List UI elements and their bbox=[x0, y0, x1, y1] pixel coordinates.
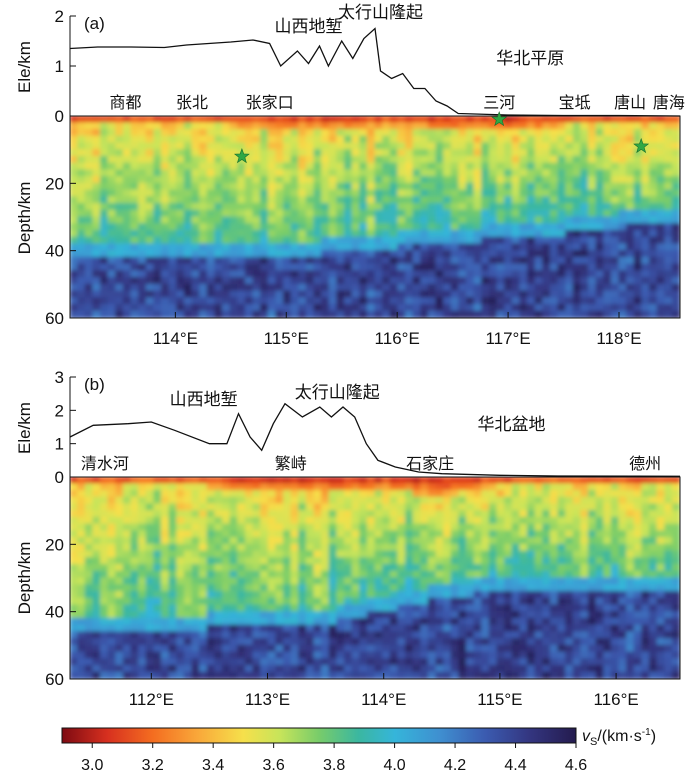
elevation-tick-label: 2 bbox=[55, 7, 64, 26]
x-tick-label: 115°E bbox=[477, 690, 522, 709]
panel-b-place-labels: 清水河 繁峙 石家庄 德州 bbox=[81, 454, 661, 473]
depth-tick-label: 40 bbox=[45, 242, 64, 261]
x-tick-label: 114°E bbox=[361, 690, 406, 709]
panel-b-elevation-ylabel: Ele/km bbox=[15, 402, 34, 454]
colorbar: 3.0 3.2 3.4 3.6 3.8 4.0 4.2 4.4 4.6 vS/(km·s-1) bbox=[62, 727, 656, 774]
colorbar-label: vS/(km·s-1) bbox=[582, 727, 656, 748]
colorbar-tick-label: 3.0 bbox=[81, 757, 103, 774]
place-label: 张北 bbox=[176, 93, 208, 112]
colorbar-tick-label: 3.4 bbox=[202, 757, 224, 774]
panel-a: 0 1 2 20 40 60 114°E 115°E 116°E 117°E 118°E 山西地… bbox=[15, 3, 685, 348]
place-label: 张家口 bbox=[246, 93, 294, 112]
geo-label: 太行山隆起 bbox=[295, 383, 380, 403]
depth-tick-label: 40 bbox=[45, 603, 64, 622]
depth-tick-label: 60 bbox=[45, 670, 64, 689]
x-tick-label: 113°E bbox=[245, 690, 290, 709]
x-tick-label: 117°E bbox=[485, 329, 530, 348]
panel-b-elevation-profile bbox=[70, 404, 680, 477]
elevation-tick-label: 1 bbox=[55, 435, 64, 454]
place-label: 唐山 bbox=[614, 93, 646, 112]
x-tick-label: 112°E bbox=[129, 690, 174, 709]
place-label: 商都 bbox=[109, 93, 141, 112]
panel-a-place-labels: 商都 张北 张家口 三河 宝坻 唐山 唐海 bbox=[109, 93, 684, 112]
elevation-tick-label: 2 bbox=[55, 401, 64, 420]
colorbar-tick-label: 3.8 bbox=[323, 757, 345, 774]
geo-label: 华北盆地 bbox=[478, 415, 546, 435]
panel-a-velocity-image bbox=[70, 116, 681, 319]
panel-b-velocity-image bbox=[70, 477, 681, 680]
elevation-tick-label: 0 bbox=[55, 107, 64, 126]
panel-b-depth-ylabel: Depth/km bbox=[15, 542, 34, 615]
x-tick-label: 118°E bbox=[596, 329, 641, 348]
colorbar-ticks: 3.0 3.2 3.4 3.6 3.8 4.0 4.2 4.4 4.6 bbox=[81, 743, 587, 774]
panel-a-geo-labels: 山西地堑太行山隆起华北平原 bbox=[274, 3, 564, 69]
place-label: 德州 bbox=[629, 454, 661, 473]
colorbar-tick-label: 4.0 bbox=[383, 757, 405, 774]
colorbar-tick-label: 4.2 bbox=[444, 757, 466, 774]
velocity-cells bbox=[70, 477, 681, 680]
depth-tick-label: 60 bbox=[45, 309, 64, 328]
x-tick-label: 116°E bbox=[375, 329, 420, 348]
depth-tick-label: 20 bbox=[45, 535, 64, 554]
place-label: 唐海 bbox=[653, 93, 685, 112]
panel-a-elevation-ylabel: Ele/km bbox=[15, 41, 34, 93]
panel-a-label: (a) bbox=[84, 14, 105, 33]
colorbar-tick-label: 4.6 bbox=[565, 757, 587, 774]
x-tick-label: 116°E bbox=[593, 690, 638, 709]
panel-b-label: (b) bbox=[84, 375, 105, 394]
place-label: 石家庄 bbox=[406, 454, 454, 473]
elevation-tick-label: 1 bbox=[55, 57, 64, 76]
place-label: 清水河 bbox=[81, 454, 129, 473]
geo-label: 山西地堑 bbox=[170, 390, 238, 410]
colorbar-tick-label: 4.4 bbox=[504, 757, 526, 774]
place-label: 繁峙 bbox=[275, 454, 307, 473]
colorbar-gradient bbox=[62, 728, 576, 743]
colorbar-tick-label: 3.6 bbox=[263, 757, 285, 774]
velocity-section-figure: 012 204060 114°E 115°E 116°E 117°E 118°E 山西地… bbox=[0, 0, 700, 779]
place-label: 三河 bbox=[483, 93, 515, 112]
velocity-cells bbox=[70, 116, 681, 319]
x-tick-label: 114°E bbox=[153, 329, 198, 348]
geo-label: 山西地堑 bbox=[274, 17, 342, 37]
x-tick-label: 115°E bbox=[264, 329, 309, 348]
geo-label: 华北平原 bbox=[496, 49, 564, 69]
place-label: 宝坻 bbox=[559, 93, 591, 112]
colorbar-tick-label: 3.2 bbox=[142, 757, 164, 774]
panel-b-elevation-ticks: 0 1 2 3 bbox=[55, 368, 76, 487]
depth-tick-label: 20 bbox=[45, 174, 64, 193]
panel-a-depth-ylabel: Depth/km bbox=[15, 182, 34, 255]
elevation-tick-label: 3 bbox=[55, 368, 64, 387]
geo-label: 太行山隆起 bbox=[338, 3, 423, 23]
panel-b: 0 1 2 3 20 40 60 112°E 113°E 114°E 115°E 116°E 山西… bbox=[15, 368, 681, 709]
panel-a-elevation-ticks: 0 1 2 bbox=[55, 7, 76, 126]
elevation-tick-label: 0 bbox=[55, 468, 64, 487]
